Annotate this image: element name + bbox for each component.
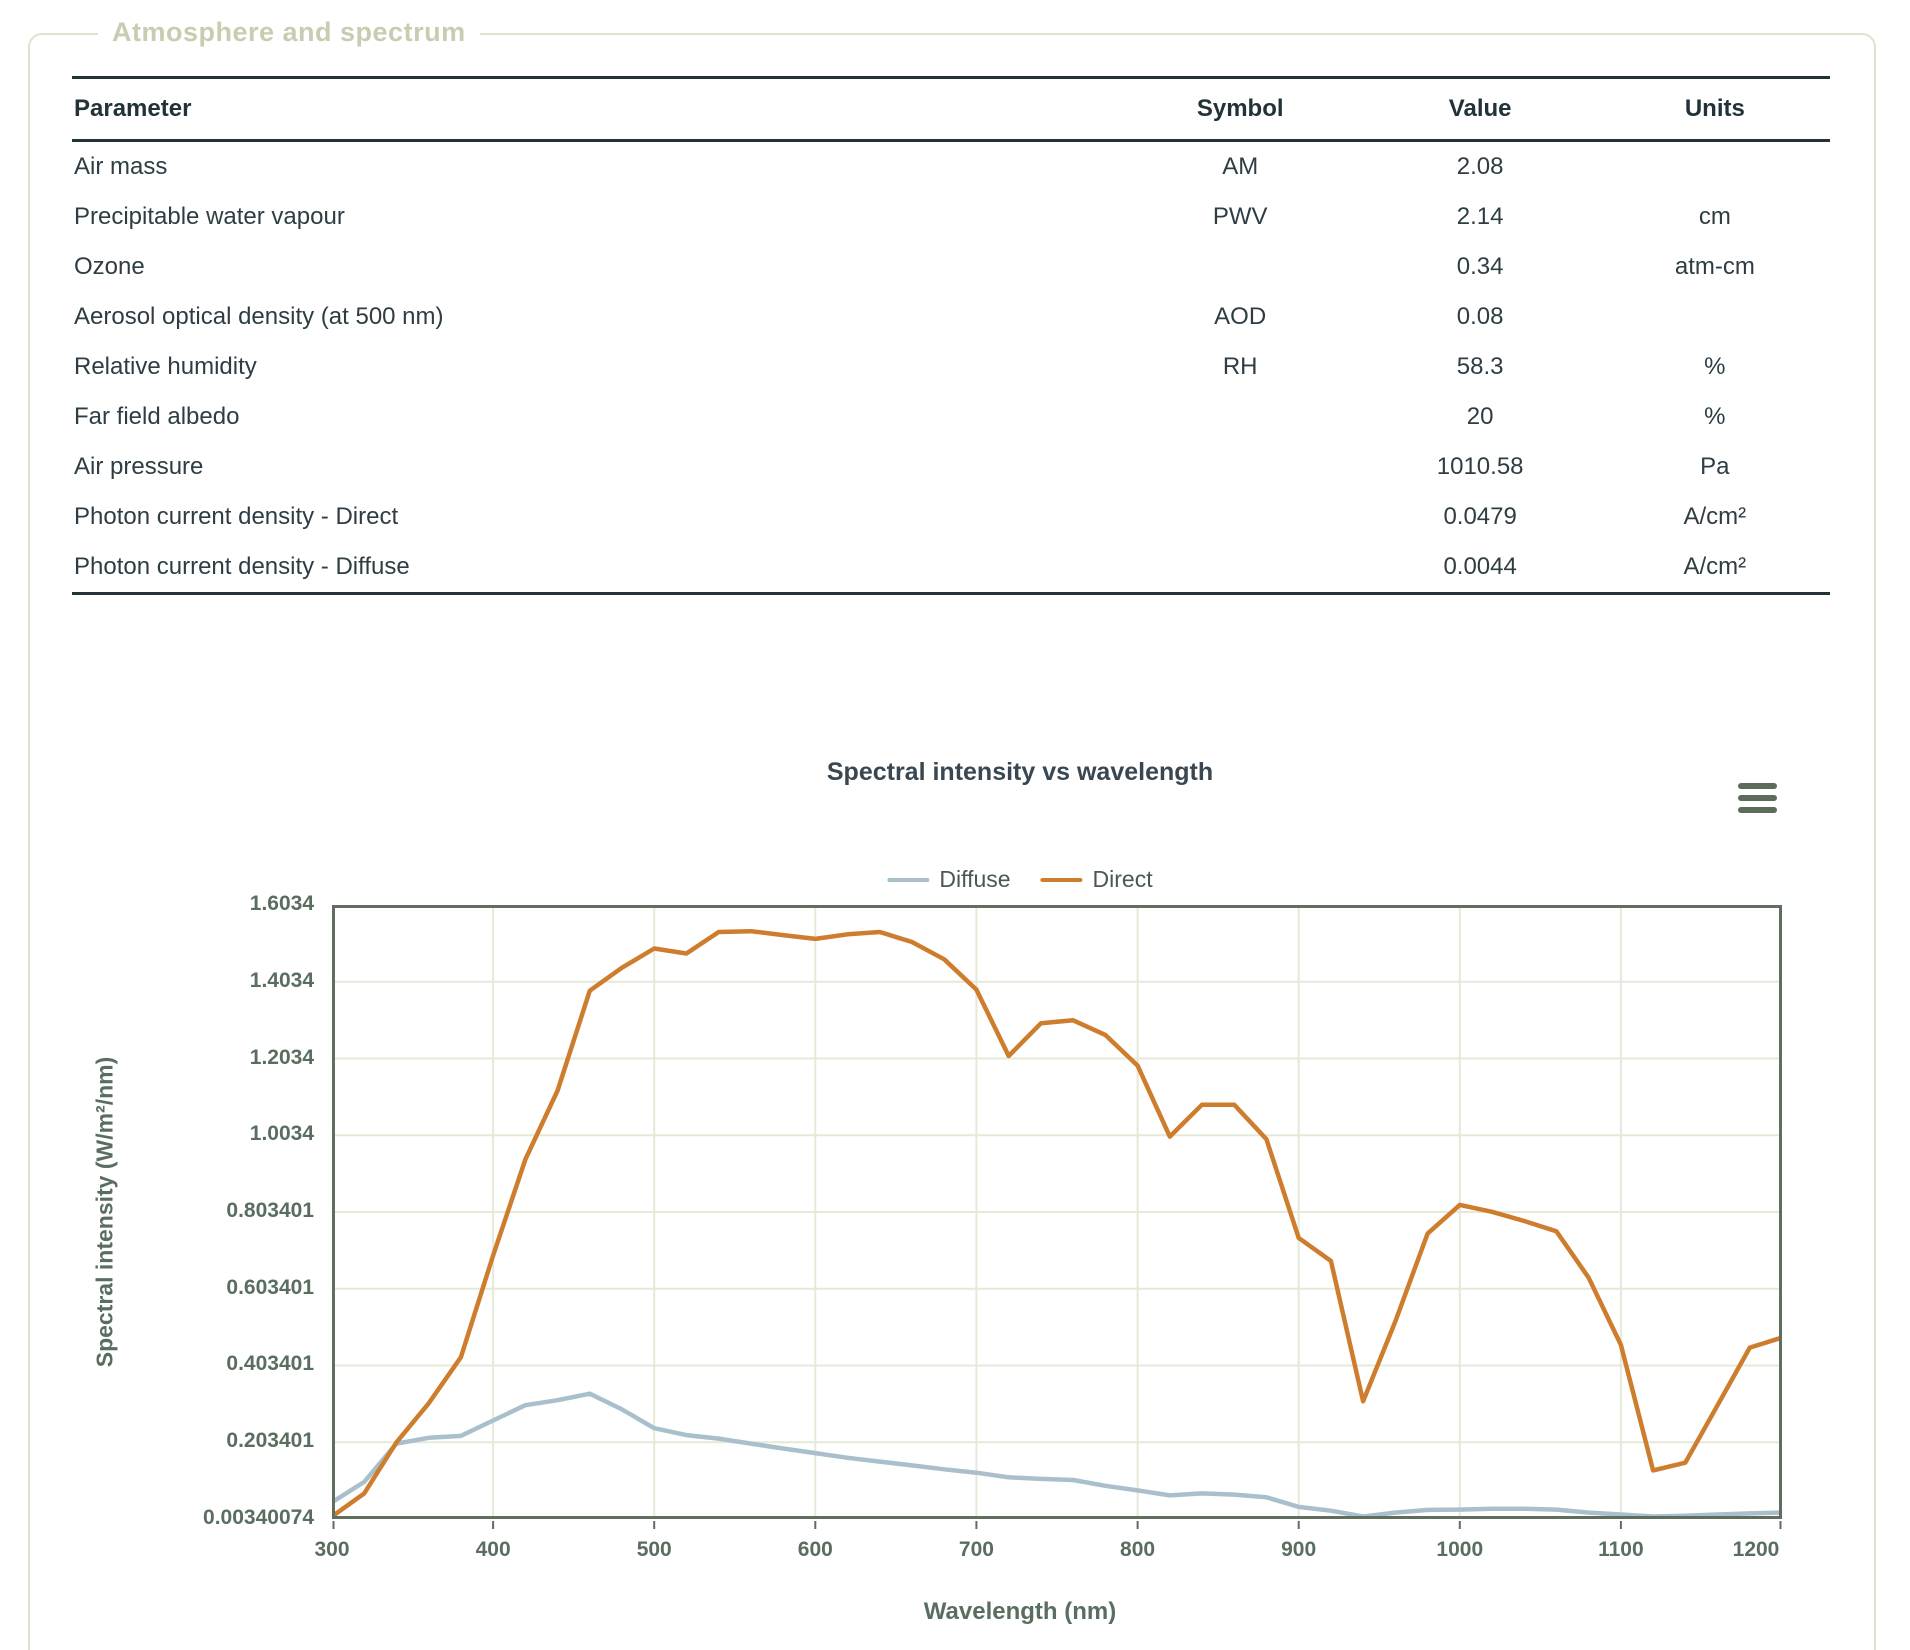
y-tick-label: 0.00340074 [203,1506,314,1529]
value-cell: 20 [1466,403,1494,430]
value-cell: 1010.58 [1436,453,1524,480]
legend-label: Diffuse [939,866,1011,892]
param-cell: Relative humidity [74,353,257,380]
y-tick-label: 0.403401 [226,1352,314,1376]
hamburger-icon [1738,783,1777,789]
units-cell: % [1704,403,1726,430]
table-row: Far field albedo 20% [72,392,1830,442]
y-tick-label: 0.603401 [226,1275,314,1299]
value-cell: 0.0479 [1443,503,1517,530]
value-cell: 0.0044 [1443,553,1517,580]
symbol-cell: PWV [1212,203,1268,230]
x-tick-label: 800 [1120,1538,1156,1561]
x-tick-label: 700 [958,1538,994,1561]
units-cell: % [1704,353,1726,380]
param-cell: Ozone [74,253,145,280]
symbol-cell [1120,442,1361,492]
table-header-row: Parameter Symbol Value Units [72,77,1830,142]
legend-item-direct[interactable]: Direct [1040,866,1153,893]
y-tick-label: 1.4034 [249,968,314,992]
y-tick-label: 0.803401 [226,1198,314,1222]
units-cell: A/cm² [1683,503,1747,530]
y-tick-label: 1.0034 [249,1122,314,1146]
table-body: Air mass AM 2.08 Precipitable water vapour P… [72,141,1830,594]
symbol-cell: AM [1222,153,1259,180]
units-cell: atm-cm [1674,253,1755,280]
y-tick-label: 0.203401 [226,1429,314,1453]
parameters-table-wrap: Parameter Symbol Value Units Air mass AM 2.08… [72,76,1830,595]
x-tick-label: 900 [1281,1538,1317,1561]
param-cell: Air pressure [74,453,204,480]
table-row: Air pressure 1010.58 Pa [72,442,1830,492]
header-units: Units [1599,77,1830,142]
param-cell: Aerosol optical density (at 500 nm) [74,303,444,330]
y-tick-label: 1.2034 [249,1045,314,1069]
x-tick-label: 1200 [1732,1538,1780,1561]
table-row: Aerosol optical density (at 500 nm) AOD 0.… [72,292,1830,342]
units-cell: cm [1698,203,1731,230]
x-tick-label: 1100 [1598,1538,1644,1561]
table-row: Relative humidity RH 58.3% [72,342,1830,392]
units-cell [1600,141,1830,193]
hamburger-icon [1738,795,1777,801]
table-row: Precipitable water vapour PWV 2.14 cm [72,192,1830,242]
units-cell: A/cm² [1683,553,1747,580]
header-value: Value [1360,77,1600,142]
value-cell: 58.3 [1456,353,1504,380]
symbol-cell [1120,492,1361,542]
legend-item-diffuse[interactable]: Diffuse [887,866,1011,893]
value-cell: 0.08 [1456,303,1504,330]
chart-legend: Diffuse Direct [887,866,1153,893]
symbol-cell [1120,242,1361,292]
symbol-cell [1120,392,1361,442]
x-tick-label: 500 [636,1538,672,1561]
value-cell: 0.34 [1456,253,1504,280]
param-cell: Far field albedo [74,403,240,430]
param-cell: Photon current density - Diffuse [74,553,410,580]
value-cell: 2.14 [1456,203,1504,230]
legend-label: Direct [1092,866,1153,892]
symbol-cell: RH [1222,353,1258,380]
symbol-cell: AOD [1214,303,1267,330]
value-cell: 2.08 [1456,153,1504,180]
param-cell: Air mass [74,153,168,180]
x-tick-label: 1000 [1436,1538,1484,1561]
x-tick-label: 400 [475,1538,511,1561]
units-cell [1600,292,1830,342]
plot-area [332,905,1782,1529]
symbol-cell [1120,542,1361,594]
table-row: Photon current density - Diffuse 0.0044 A/… [72,542,1830,594]
table-row: Air mass AM 2.08 [72,141,1830,193]
legend-line-icon [1040,877,1083,882]
x-tick-label: 600 [797,1538,833,1561]
x-axis-title: Wavelength (nm) [923,1598,1117,1625]
panel-title: Atmosphere and spectrum [98,17,480,48]
legend-line-icon [887,877,930,882]
hamburger-icon [1738,807,1777,813]
units-cell: Pa [1700,453,1730,480]
chart-title: Spectral intensity vs wavelength [826,758,1214,786]
param-cell: Precipitable water vapour [74,203,345,230]
header-symbol: Symbol [1119,77,1361,142]
x-tick-label: 300 [314,1538,350,1561]
table-row: Ozone 0.34 atm-cm [72,242,1830,292]
param-cell: Photon current density - Direct [74,503,399,530]
header-param: Parameter [72,77,1120,142]
y-tick-label: 1.6034 [249,892,314,915]
parameters-table: Parameter Symbol Value Units Air mass AM 2.08… [72,76,1830,595]
table-row: Photon current density - Direct 0.0479 A/c… [72,492,1830,542]
chart-menu-button[interactable] [1738,783,1777,813]
atmosphere-spectrum-panel: Atmosphere and spectrum [28,17,1876,1650]
